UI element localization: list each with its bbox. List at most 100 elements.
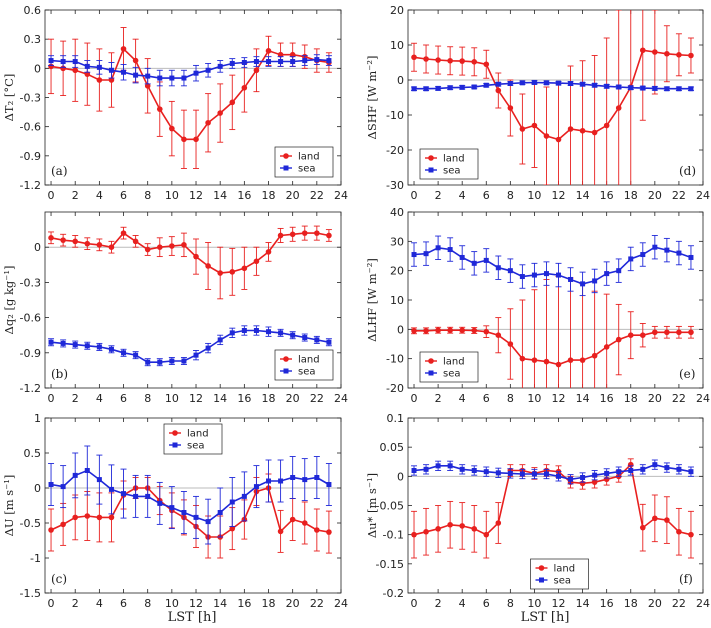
y-tick-label: 0 — [34, 62, 41, 75]
data-point-sea — [483, 82, 489, 88]
data-point-land — [459, 327, 465, 334]
data-point-sea — [556, 272, 562, 278]
data-point-land — [253, 67, 260, 74]
data-point-land — [664, 517, 670, 523]
y-tick-label: -0.9 — [20, 347, 41, 360]
data-point-sea — [121, 69, 127, 75]
data-point-land — [108, 244, 115, 250]
data-point-land — [688, 531, 694, 538]
data-point-land — [603, 344, 610, 350]
data-point-land — [277, 232, 284, 239]
data-point-land — [447, 521, 453, 528]
x-tick-label: 16 — [600, 189, 614, 202]
data-point-land — [326, 529, 332, 535]
y-tick-label: -1.2 — [20, 179, 41, 192]
data-point-sea — [290, 59, 296, 65]
plot-area — [48, 27, 332, 169]
data-point-land — [60, 521, 66, 528]
data-point-land — [591, 479, 598, 485]
data-point-land — [652, 49, 658, 55]
data-point-sea — [60, 59, 66, 65]
data-point-sea — [519, 274, 525, 280]
x-tick-label: 10 — [527, 189, 541, 202]
y-axis-label: Δu* [m s⁻¹] — [365, 473, 379, 538]
series-line-land — [413, 49, 692, 141]
data-point-land — [229, 525, 236, 532]
data-point-land — [217, 110, 223, 116]
data-point-sea — [483, 257, 489, 263]
data-point-sea — [628, 256, 634, 262]
data-point-land — [193, 253, 199, 260]
data-point-land — [471, 59, 478, 65]
x-tick-label: 6 — [120, 189, 127, 202]
data-point-land — [423, 56, 429, 62]
plot-area — [411, 10, 694, 185]
x-tick-label: 0 — [48, 597, 55, 610]
data-point-sea — [302, 58, 308, 64]
data-point-sea — [241, 60, 247, 65]
x-tick-label: 16 — [237, 189, 251, 202]
data-point-land — [688, 52, 694, 59]
data-point-sea — [157, 500, 163, 506]
y-tick-label: 0.05 — [380, 441, 405, 454]
y-tick-label: 0.5 — [24, 447, 42, 460]
data-point-land — [229, 99, 236, 106]
y-tick-label: 30 — [390, 235, 404, 248]
series-line-sea — [50, 469, 330, 523]
x-tick-label: 18 — [262, 189, 276, 202]
data-point-sea — [193, 514, 199, 520]
y-tick-label: 0.1 — [387, 412, 405, 425]
data-point-sea — [459, 84, 465, 90]
data-point-sea — [169, 505, 175, 511]
series-land — [411, 10, 694, 185]
x-tick-label: 20 — [648, 392, 662, 405]
data-point-land — [48, 235, 54, 241]
data-point-sea — [48, 482, 54, 487]
data-point-sea — [241, 328, 247, 334]
data-point-sea — [471, 84, 477, 90]
data-point-sea — [459, 466, 465, 472]
data-point-land — [507, 341, 514, 347]
series-line-sea — [413, 463, 692, 481]
legend-marker-sea — [539, 577, 544, 583]
x-tick-label: 8 — [144, 189, 151, 202]
y-tick-label: -0.2 — [383, 587, 404, 600]
series-land — [48, 473, 332, 559]
data-point-land — [314, 230, 320, 236]
data-point-land — [72, 67, 79, 74]
x-tick-label: 12 — [189, 392, 203, 405]
data-point-land — [253, 258, 260, 265]
x-tick-label: 20 — [648, 597, 662, 610]
x-tick-label: 2 — [72, 392, 79, 405]
y-axis-label: Δq₂ [g kg⁻¹] — [2, 266, 16, 335]
data-point-land — [567, 357, 574, 363]
data-point-land — [519, 126, 526, 132]
data-point-sea — [72, 342, 78, 348]
data-point-sea — [96, 344, 102, 350]
y-tick-label: -10 — [386, 353, 404, 366]
data-point-sea — [423, 466, 429, 472]
data-point-sea — [435, 463, 441, 469]
x-tick-label: 4 — [96, 392, 103, 405]
series-land — [411, 276, 694, 388]
x-tick-label: 6 — [483, 392, 490, 405]
data-point-sea — [133, 493, 139, 499]
data-point-sea — [205, 345, 211, 351]
legend-marker-sea — [172, 442, 178, 448]
series-line-sea — [413, 246, 692, 285]
data-point-sea — [302, 477, 308, 483]
legend-marker-sea — [428, 167, 434, 173]
data-point-sea — [314, 57, 320, 63]
data-point-sea — [48, 58, 54, 64]
data-point-sea — [543, 271, 549, 277]
data-point-land — [664, 329, 670, 336]
data-point-sea — [568, 476, 574, 482]
legend-label-sea: sea — [443, 369, 461, 380]
data-point-sea — [531, 272, 537, 278]
data-point-land — [543, 358, 550, 365]
x-tick-label: 20 — [286, 189, 300, 202]
x-tick-label: 18 — [262, 597, 276, 610]
data-point-land — [591, 129, 598, 136]
